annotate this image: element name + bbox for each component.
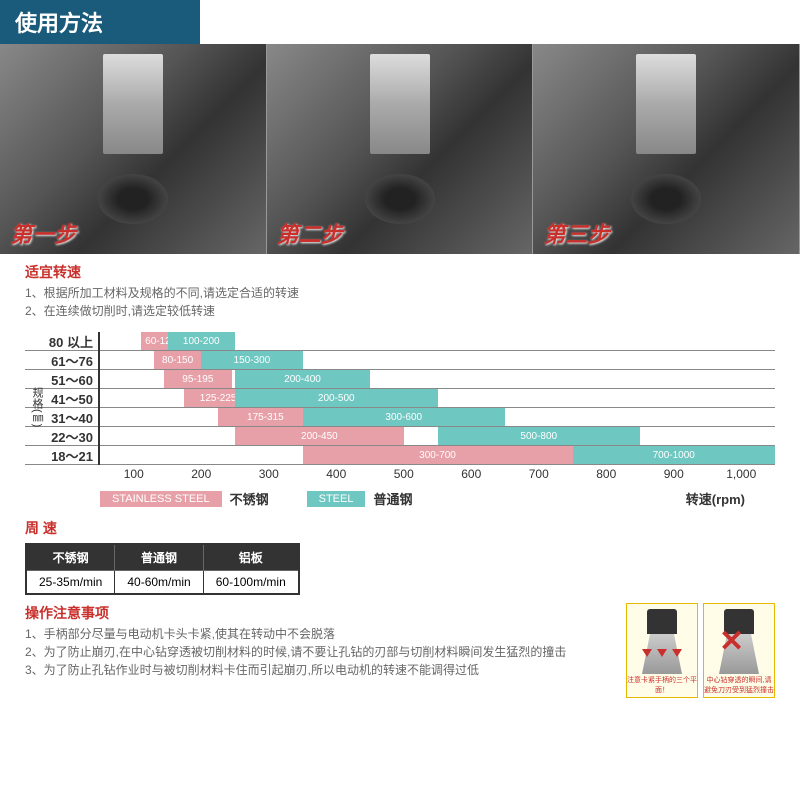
chart-row: 61～7680-150150-300 [25,351,775,370]
step-label: 第三步 [543,217,609,249]
table-header: 不锈钢 [26,544,115,571]
peripheral-title: 周 速 [25,518,775,538]
bar-pink: 200-450 [235,427,404,445]
bar-teal: 200-400 [235,370,370,388]
bar-pink: 175-315 [218,408,313,426]
bar-area: 95-195200-400 [100,370,775,388]
diagram-avoid-impact: ✕ 中心钻穿透的瞬间,请避免刀刃受到猛烈撞击 [703,603,775,698]
step-label: 第二步 [277,217,343,249]
bar-area: 200-450 500-800 [100,427,775,445]
bar-area: 80-150150-300 [100,351,775,369]
page-header: 使用方法 [0,0,200,44]
notes-line: 3、为了防止孔钻作业时与被切削材料卡住而引起崩刃,所以电动机的转速不能调得过低 [25,661,616,679]
notes-section: 操作注意事项 1、手柄部分尽量与电动机卡头卡紧,使其在转动中不会脱落 2、为了防… [25,603,775,698]
x-tick: 200 [168,467,236,481]
bar-teal: 300-600 [303,408,506,426]
y-label: 80 以上 [25,332,100,351]
table-cell: 60-100m/min [203,571,299,595]
notes-title: 操作注意事项 [25,603,616,623]
x-tick: 700 [505,467,573,481]
step-photo-1: 第一步 [0,44,267,254]
bar-area: 175-315300-600 [100,408,775,426]
legend-rpm: 转速(rpm) [686,489,745,508]
peripheral-speed-table: 不锈钢 普通钢 铝板 25-35m/min 40-60m/min 60-100m… [25,543,300,595]
step-photo-3: 第三步 [533,44,800,254]
bar-teal: 200-500 [235,389,438,407]
steps-photo-row: 第一步 第二步 第三步 [0,44,800,254]
header-title: 使用方法 [15,11,103,36]
x-tick: 500 [370,467,438,481]
chart-row: 41～50125-225200-500 [25,389,775,408]
table-cell: 25-35m/min [26,571,115,595]
bar-teal: 500-800 [438,427,641,445]
bar-pink: 95-195 [164,370,232,388]
table-header: 铝板 [203,544,299,571]
chart-row: 80 以上60-120100-200 [25,332,775,351]
bar-pink: 300-700 [303,446,573,464]
step-label: 第一步 [10,217,76,249]
chart-row: 18～21300-700700-1000 [25,446,775,465]
chart-row: 51～6095-195200-400 [25,370,775,389]
bar-area: 60-120100-200 [100,332,775,350]
bar-teal: 700-1000 [573,446,776,464]
table-header: 普通钢 [115,544,203,571]
x-tick: 900 [640,467,708,481]
notes-line: 1、手柄部分尽量与电动机卡头卡紧,使其在转动中不会脱落 [25,625,616,643]
diagram-caption: 中心钻穿透的瞬间,请避免刀刃受到猛烈撞击 [704,675,774,695]
content-area: 适宜转速 1、根据所加工材料及规格的不同,请选定合适的转速 2、在连续做切削时,… [0,254,800,706]
legend-stainless-box: STAINLESS STEEL [100,491,222,507]
legend-steel-label: 普通钢 [373,489,412,508]
rpm-chart: 规格(㎜) 80 以上60-120100-20061～7680-150150-3… [25,332,775,508]
x-tick: 400 [303,467,371,481]
bar-pink: 80-150 [154,351,201,369]
bar-area: 125-225200-500 [100,389,775,407]
x-axis: 1002003004005006007008009001,000 [100,465,775,481]
notes-line: 2、为了防止崩刃,在中心钻穿透被切削材料的时候,请不要让孔钻的刃部与切削材料瞬间… [25,643,616,661]
legend-stainless-label: 不锈钢 [230,489,269,508]
speed-line: 2、在连续做切削时,请选定较低转速 [25,302,775,320]
speed-title: 适宜转速 [25,262,775,282]
y-axis-title: 规格(㎜) [20,352,45,462]
bar-area: 300-700700-1000 [100,446,775,464]
table-cell: 40-60m/min [115,571,203,595]
step-photo-2: 第二步 [267,44,534,254]
x-tick: 100 [100,467,168,481]
warning-diagrams: 注意卡紧手柄的三个平面！ ✕ 中心钻穿透的瞬间,请避免刀刃受到猛烈撞击 [626,603,775,698]
chart-legend: STAINLESS STEEL 不锈钢 STEEL 普通钢 转速(rpm) [100,489,775,508]
legend-steel-box: STEEL [307,491,366,507]
bar-teal: 100-200 [168,332,236,350]
x-tick: 800 [573,467,641,481]
x-tick: 600 [438,467,506,481]
chart-row: 31～40175-315300-600 [25,408,775,427]
bar-teal: 150-300 [201,351,302,369]
speed-line: 1、根据所加工材料及规格的不同,请选定合适的转速 [25,284,775,302]
diagram-clamp: 注意卡紧手柄的三个平面！ [626,603,698,698]
x-tick: 1,000 [708,467,776,481]
diagram-caption: 注意卡紧手柄的三个平面！ [627,675,697,695]
chart-row: 22～30200-450500-800 [25,427,775,446]
x-tick: 300 [235,467,303,481]
